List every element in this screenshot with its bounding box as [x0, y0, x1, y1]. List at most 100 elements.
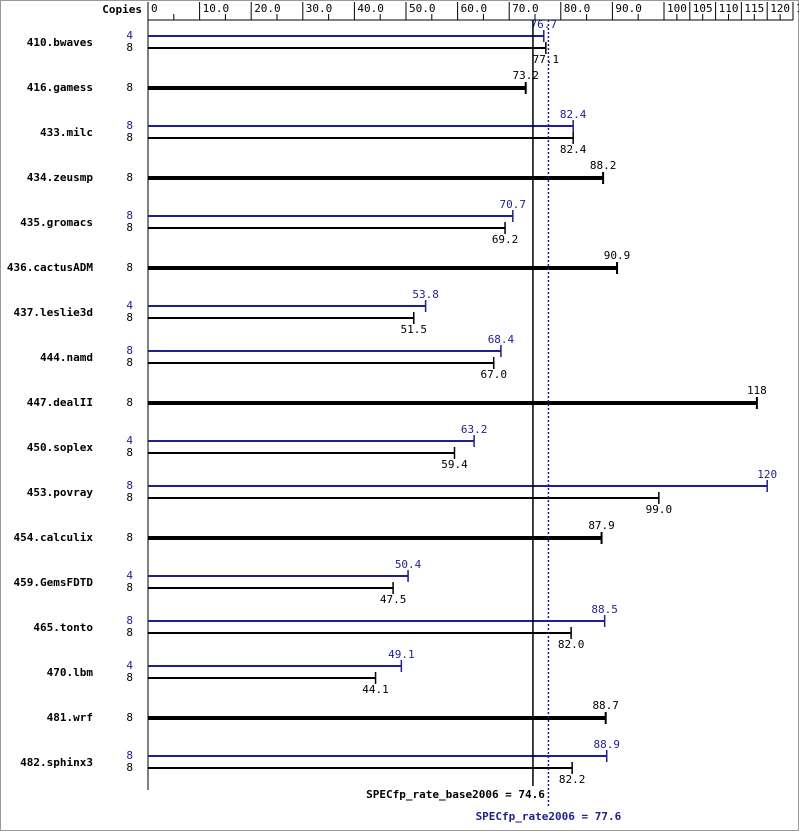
value-label: 47.5	[380, 593, 407, 606]
x-tick-label: 60.0	[461, 2, 488, 15]
bar	[148, 716, 606, 720]
copies-label: 8	[126, 581, 133, 594]
copies-label: 8	[126, 749, 133, 762]
copies-label: 8	[126, 261, 133, 274]
x-tick-label: 120	[770, 2, 790, 15]
benchmark-name: 453.povray	[27, 486, 94, 499]
copies-label: 8	[126, 531, 133, 544]
value-label: 120	[757, 468, 777, 481]
copies-label: 4	[126, 434, 133, 447]
value-label: 90.9	[604, 249, 631, 262]
bar	[148, 767, 573, 769]
x-tick-label: 0	[151, 2, 158, 15]
value-label: 82.2	[559, 773, 586, 786]
benchmark-name: 450.soplex	[27, 441, 94, 454]
copies-label: 8	[126, 479, 133, 492]
bar	[148, 755, 607, 757]
benchmark-name: 410.bwaves	[27, 36, 93, 49]
copies-label: 8	[126, 396, 133, 409]
x-tick-label: 70.0	[512, 2, 539, 15]
bar	[148, 575, 409, 577]
benchmark-name: 481.wrf	[47, 711, 93, 724]
bar	[148, 485, 768, 487]
x-tick-label: 105	[693, 2, 713, 15]
bar	[148, 497, 659, 499]
bar	[148, 665, 402, 667]
x-tick-label: 100	[667, 2, 687, 15]
copies-label: 8	[126, 171, 133, 184]
bar	[148, 305, 426, 307]
benchmark-name: 465.tonto	[33, 621, 93, 634]
copies-label: 8	[126, 41, 133, 54]
benchmark-name: 470.lbm	[47, 666, 94, 679]
copies-header: Copies	[102, 3, 142, 16]
bar	[148, 587, 394, 589]
value-label: 82.4	[560, 143, 587, 156]
bar	[148, 536, 602, 540]
bar	[148, 86, 526, 90]
x-tick-label: 10.0	[203, 2, 230, 15]
bar	[148, 137, 574, 139]
copies-label: 8	[126, 671, 133, 684]
value-label: 88.7	[592, 699, 619, 712]
value-label: 87.9	[588, 519, 615, 532]
value-label: 51.5	[400, 323, 427, 336]
bar	[148, 215, 513, 217]
value-label: 53.8	[412, 288, 439, 301]
copies-label: 8	[126, 626, 133, 639]
value-label: 88.2	[590, 159, 617, 172]
x-tick-label: 50.0	[409, 2, 436, 15]
benchmark-name: 447.dealII	[27, 396, 93, 409]
value-label: 69.2	[492, 233, 519, 246]
value-label: 68.4	[488, 333, 515, 346]
copies-label: 8	[126, 614, 133, 627]
value-label: 82.0	[558, 638, 585, 651]
copies-label: 8	[126, 81, 133, 94]
value-label: 73.2	[512, 69, 539, 82]
copies-label: 8	[126, 711, 133, 724]
value-label: 77.1	[533, 53, 560, 66]
benchmark-name: 459.GemsFDTD	[14, 576, 94, 589]
bar	[148, 227, 506, 229]
copies-label: 4	[126, 299, 133, 312]
value-label: 50.4	[395, 558, 422, 571]
value-label: 99.0	[646, 503, 673, 516]
x-tick-label: 90.0	[615, 2, 642, 15]
value-label: 88.9	[593, 738, 620, 751]
copies-label: 4	[126, 659, 133, 672]
copies-label: 8	[126, 491, 133, 504]
bar	[148, 452, 455, 454]
benchmark-name: 482.sphinx3	[20, 756, 93, 769]
copies-label: 8	[126, 356, 133, 369]
benchmark-name: 433.milc	[40, 126, 93, 139]
x-tick-label: 125	[796, 2, 799, 15]
benchmark-name: 416.gamess	[27, 81, 93, 94]
copies-label: 8	[126, 446, 133, 459]
copies-label: 8	[126, 209, 133, 222]
value-label: 44.1	[362, 683, 389, 696]
benchmark-name: 435.gromacs	[20, 216, 93, 229]
bar	[148, 35, 544, 37]
reference-label: SPECfp_rate_base2006 = 74.6	[366, 788, 545, 801]
benchmark-name: 436.cactusADM	[7, 261, 93, 274]
bar	[148, 266, 618, 270]
value-label: 70.7	[500, 198, 527, 211]
value-label: 63.2	[461, 423, 488, 436]
copies-label: 4	[126, 569, 133, 582]
bar	[148, 620, 605, 622]
value-label: 59.4	[441, 458, 468, 471]
benchmark-name: 434.zeusmp	[27, 171, 94, 184]
copies-label: 4	[126, 29, 133, 42]
bar	[148, 440, 475, 442]
copies-label: 8	[126, 131, 133, 144]
value-label: 76.7	[531, 18, 558, 31]
benchmark-name: 454.calculix	[14, 531, 94, 544]
value-label: 67.0	[480, 368, 507, 381]
x-tick-label: 110	[719, 2, 739, 15]
value-label: 49.1	[388, 648, 415, 661]
value-label: 118	[747, 384, 767, 397]
x-tick-label: 20.0	[254, 2, 281, 15]
reference-label: SPECfp_rate2006 = 77.6	[476, 810, 622, 823]
bar	[148, 317, 414, 319]
